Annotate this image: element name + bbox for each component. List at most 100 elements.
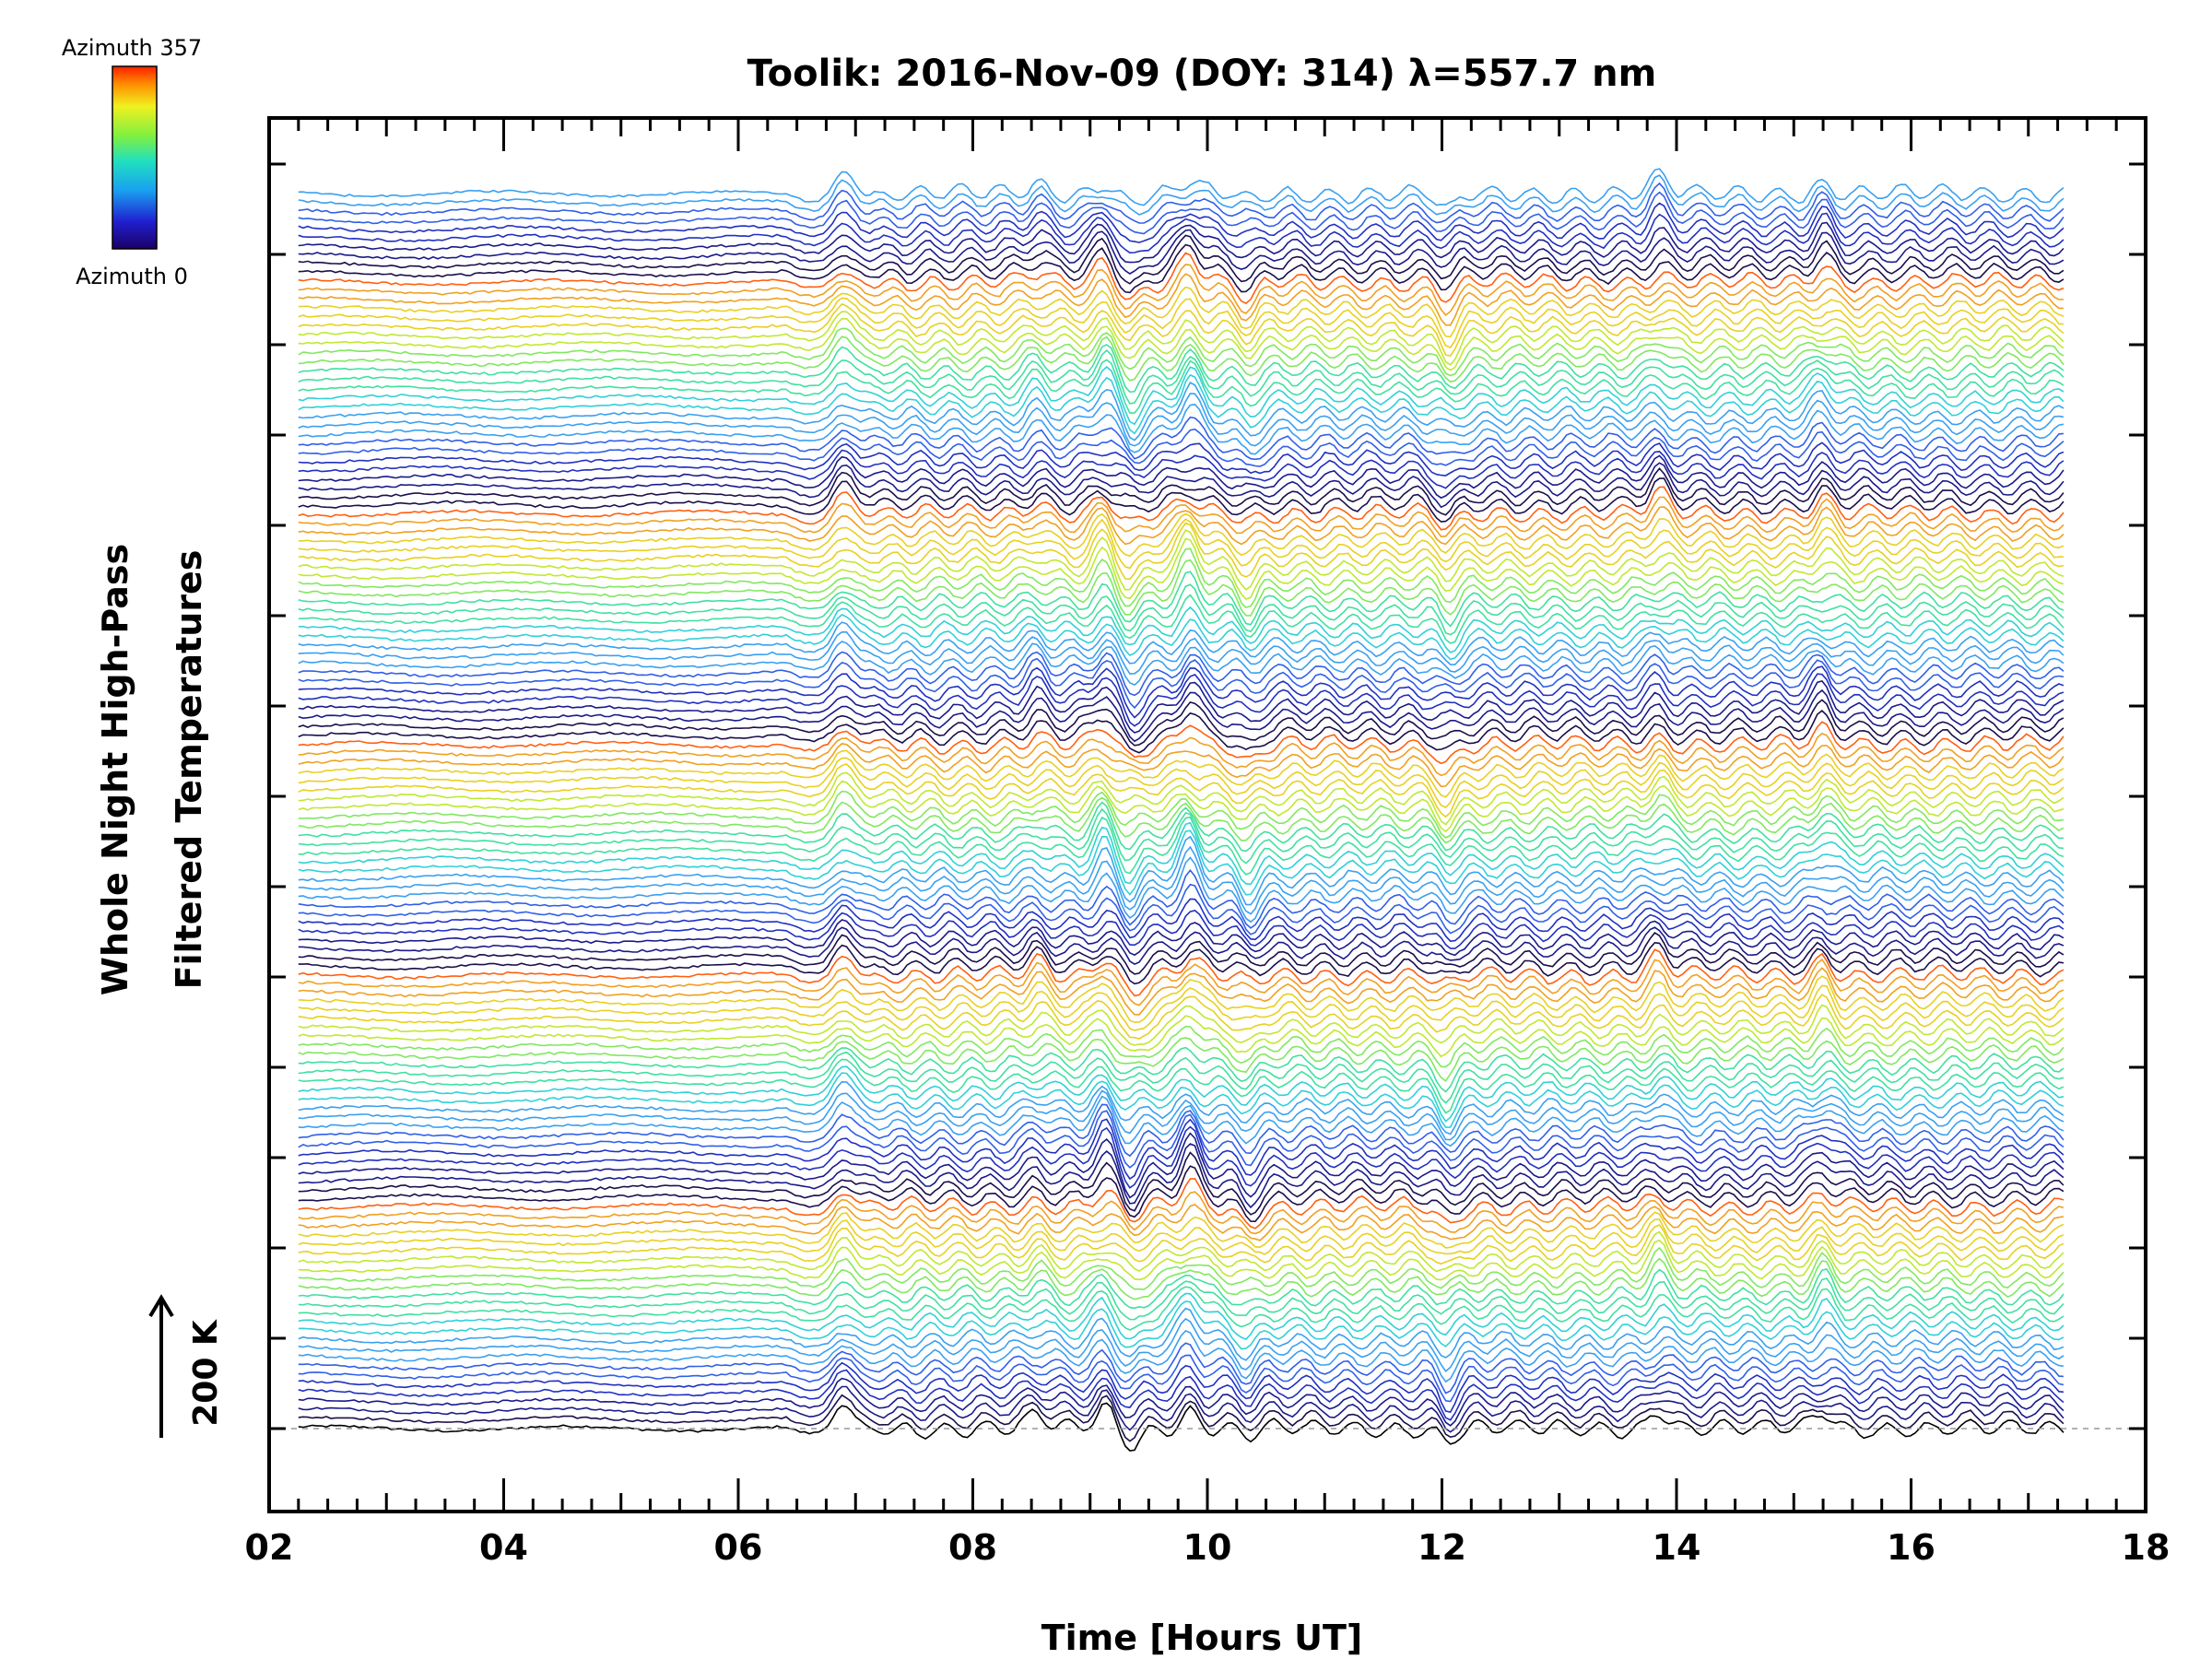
series-line-71 bbox=[298, 771, 2065, 826]
series-line-79 bbox=[298, 699, 2065, 747]
series-line-74 bbox=[298, 749, 2065, 798]
series-line-38 bbox=[298, 1065, 2065, 1123]
series-line-70 bbox=[298, 780, 2065, 833]
series-line-49 bbox=[298, 967, 2065, 1016]
series-line-9 bbox=[298, 1317, 2065, 1372]
series-line-118 bbox=[298, 348, 2065, 405]
series-line-22 bbox=[298, 1211, 2065, 1249]
series-line-17 bbox=[298, 1246, 2065, 1290]
series-line-80 bbox=[298, 688, 2065, 743]
series-line-137 bbox=[298, 182, 2065, 224]
x-tick-label-16: 16 bbox=[1887, 1527, 1936, 1568]
x-tick-label-10: 10 bbox=[1183, 1527, 1232, 1568]
series-line-14 bbox=[298, 1277, 2065, 1321]
series-line-107 bbox=[298, 454, 2065, 500]
series-line-72 bbox=[298, 763, 2065, 818]
series-line-36 bbox=[298, 1080, 2065, 1135]
series-line-139 bbox=[298, 168, 2065, 206]
colorbar-top-label: Azimuth 357 bbox=[62, 35, 202, 61]
series-line-115 bbox=[298, 373, 2065, 435]
series-line-46 bbox=[298, 994, 2065, 1040]
series-line-92 bbox=[298, 583, 2065, 636]
series-line-8 bbox=[298, 1329, 2065, 1383]
series-line-132 bbox=[298, 229, 2065, 275]
series-line-73 bbox=[298, 757, 2065, 808]
series-line-126 bbox=[298, 286, 2065, 338]
series-line-106 bbox=[298, 462, 2065, 509]
series-line-23 bbox=[298, 1204, 2065, 1241]
series-line-56 bbox=[298, 910, 2065, 949]
y-axis-label-line1: Whole Night High-Pass bbox=[95, 544, 135, 995]
series-line-0 bbox=[298, 1402, 2065, 1452]
series-line-69 bbox=[298, 790, 2065, 839]
series-line-2 bbox=[298, 1385, 2065, 1433]
series-line-51 bbox=[298, 948, 2065, 997]
series-line-48 bbox=[298, 975, 2065, 1023]
series-line-21 bbox=[298, 1218, 2065, 1255]
series-line-62 bbox=[298, 835, 2065, 906]
series-line-37 bbox=[298, 1072, 2065, 1128]
series-line-121 bbox=[298, 327, 2065, 377]
series-line-11 bbox=[298, 1300, 2065, 1350]
series-line-60 bbox=[298, 856, 2065, 924]
series-line-20 bbox=[298, 1224, 2065, 1265]
series-line-35 bbox=[298, 1089, 2065, 1141]
series-line-57 bbox=[298, 898, 2065, 943]
series-line-108 bbox=[298, 449, 2065, 489]
series-line-26 bbox=[298, 1165, 2065, 1223]
series-line-29 bbox=[298, 1132, 2065, 1199]
series-line-19 bbox=[298, 1230, 2065, 1273]
series-line-75 bbox=[298, 743, 2065, 788]
series-line-96 bbox=[298, 537, 2065, 600]
series-line-12 bbox=[298, 1292, 2065, 1341]
series-line-78 bbox=[298, 710, 2065, 754]
series-line-28 bbox=[298, 1143, 2065, 1209]
series-line-81 bbox=[298, 679, 2065, 734]
x-tick-label-08: 08 bbox=[948, 1527, 997, 1568]
series-line-103 bbox=[298, 486, 2065, 531]
series-line-42 bbox=[298, 1037, 2065, 1082]
series-line-43 bbox=[298, 1025, 2065, 1068]
x-tick-label-04: 04 bbox=[479, 1527, 528, 1568]
series-line-125 bbox=[298, 297, 2064, 348]
x-axis-label: Time [Hours UT] bbox=[1041, 1618, 1363, 1658]
series-line-134 bbox=[298, 212, 2065, 254]
series-line-31 bbox=[298, 1118, 2065, 1181]
series-line-99 bbox=[298, 518, 2064, 570]
series-line-3 bbox=[298, 1377, 2065, 1427]
series-line-94 bbox=[298, 559, 2065, 617]
series-line-116 bbox=[298, 366, 2065, 426]
x-tick-label-02: 02 bbox=[245, 1527, 294, 1568]
series-line-133 bbox=[298, 221, 2065, 264]
series-line-110 bbox=[298, 428, 2065, 467]
series-line-88 bbox=[298, 621, 2065, 665]
colorbar-bottom-label: Azimuth 0 bbox=[76, 264, 188, 289]
scale-arrow bbox=[148, 1294, 174, 1438]
series-line-77 bbox=[298, 721, 2065, 765]
series-line-83 bbox=[298, 665, 2065, 719]
series-line-66 bbox=[298, 807, 2064, 865]
series-line-65 bbox=[298, 816, 2065, 876]
series-line-89 bbox=[298, 613, 2065, 661]
series-line-129 bbox=[298, 252, 2065, 305]
series-line-102 bbox=[298, 496, 2065, 538]
y-axis-label-line2: Filtered Temperatures bbox=[169, 550, 209, 990]
series-line-138 bbox=[298, 174, 2065, 216]
series-line-5 bbox=[298, 1361, 2064, 1414]
series-line-95 bbox=[298, 547, 2065, 608]
series-line-87 bbox=[298, 631, 2065, 675]
series-line-91 bbox=[298, 594, 2065, 644]
series-line-98 bbox=[298, 522, 2065, 581]
series-line-120 bbox=[298, 335, 2065, 383]
series-line-127 bbox=[298, 273, 2064, 326]
series-line-59 bbox=[298, 869, 2065, 929]
series-line-54 bbox=[298, 926, 2065, 965]
series-line-50 bbox=[298, 958, 2065, 1006]
series-line-109 bbox=[298, 441, 2065, 477]
series-line-10 bbox=[298, 1307, 2065, 1361]
series-line-101 bbox=[298, 506, 2065, 546]
series-line-33 bbox=[298, 1103, 2065, 1158]
series-line-64 bbox=[298, 821, 2065, 886]
series-line-97 bbox=[298, 529, 2065, 591]
